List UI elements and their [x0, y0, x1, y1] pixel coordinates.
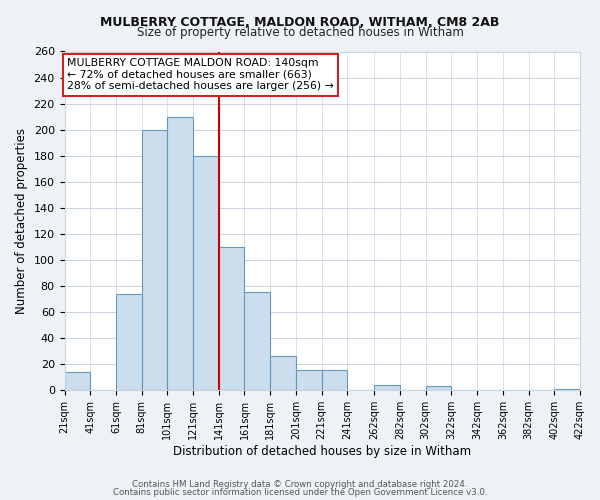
- Bar: [374, 384, 400, 390]
- Bar: [142, 130, 167, 390]
- Text: Contains public sector information licensed under the Open Government Licence v3: Contains public sector information licen…: [113, 488, 487, 497]
- Text: MULBERRY COTTAGE, MALDON ROAD, WITHAM, CM8 2AB: MULBERRY COTTAGE, MALDON ROAD, WITHAM, C…: [100, 16, 500, 30]
- Bar: [193, 156, 219, 390]
- X-axis label: Distribution of detached houses by size in Witham: Distribution of detached houses by size …: [173, 444, 472, 458]
- Bar: [296, 370, 322, 390]
- Text: Size of property relative to detached houses in Witham: Size of property relative to detached ho…: [137, 26, 463, 39]
- Bar: [167, 116, 193, 390]
- Y-axis label: Number of detached properties: Number of detached properties: [15, 128, 28, 314]
- Bar: [554, 388, 580, 390]
- Bar: [244, 292, 270, 390]
- Bar: [426, 386, 451, 390]
- Bar: [116, 294, 142, 390]
- Bar: [65, 372, 90, 390]
- Text: MULBERRY COTTAGE MALDON ROAD: 140sqm
← 72% of detached houses are smaller (663)
: MULBERRY COTTAGE MALDON ROAD: 140sqm ← 7…: [67, 58, 334, 91]
- Text: Contains HM Land Registry data © Crown copyright and database right 2024.: Contains HM Land Registry data © Crown c…: [132, 480, 468, 489]
- Bar: [322, 370, 347, 390]
- Bar: [219, 246, 244, 390]
- Bar: [270, 356, 296, 390]
